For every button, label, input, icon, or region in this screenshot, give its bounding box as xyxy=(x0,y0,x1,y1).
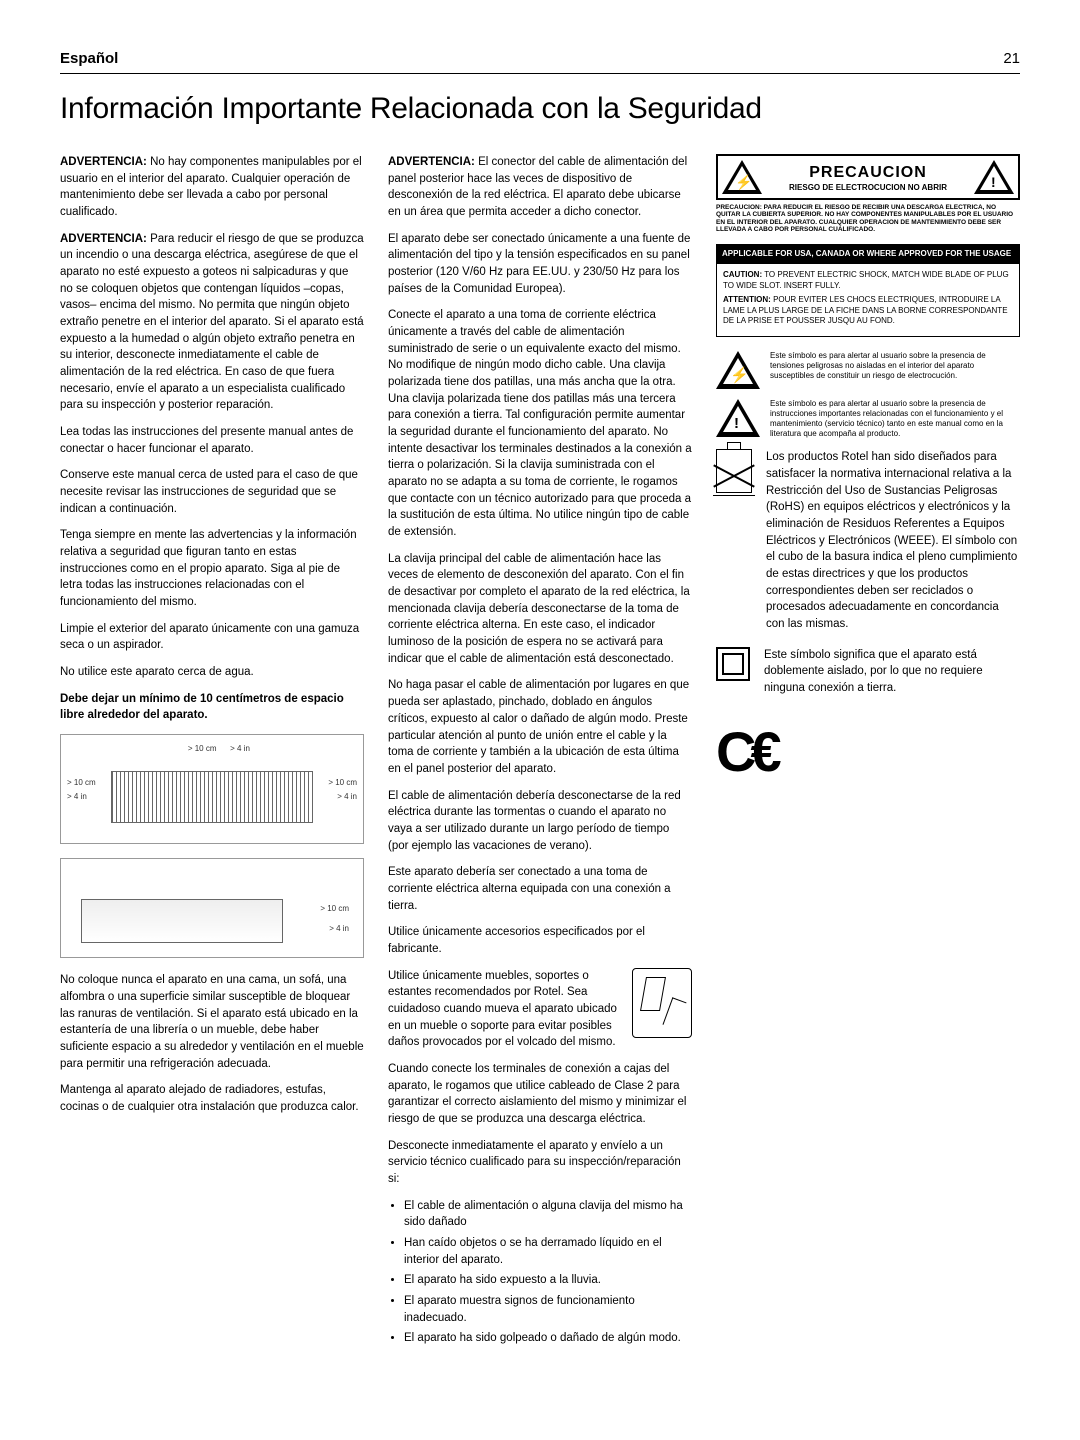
precaution-box: ⚡ PRECAUCION RIESGO DE ELECTROCUCION NO … xyxy=(716,154,1020,200)
weee-bin-icon xyxy=(716,449,752,493)
c2-p9: Utilice únicamente muebles, soportes o e… xyxy=(388,968,692,1051)
c2-p8: Utilice únicamente accesorios especifica… xyxy=(388,924,692,957)
ce-mark-icon: C€ xyxy=(716,711,1020,792)
column-1: ADVERTENCIA: No hay componentes manipula… xyxy=(60,154,364,1357)
exclaim-triangle-icon: ! xyxy=(974,160,1014,194)
c2-p2: El aparato debe ser conectado únicamente… xyxy=(388,231,692,298)
cart-tip-icon xyxy=(632,968,692,1038)
symbol-row-bolt: ⚡ Este símbolo es para alertar al usuari… xyxy=(716,351,1020,389)
c2-p6: El cable de alimentación debería descone… xyxy=(388,788,692,855)
c1-p10: Mantenga al aparato alejado de radiadore… xyxy=(60,1082,364,1115)
region-black-box: APPLICABLE FOR USA, CANADA OR WHERE APPR… xyxy=(716,244,1020,264)
plug-instruction-box: CAUTION: TO PREVENT ELECTRIC SHOCK, MATC… xyxy=(716,263,1020,337)
content-columns: ADVERTENCIA: No hay componentes manipula… xyxy=(60,154,1020,1357)
c2-p3: Conecte el aparato a una toma de corrien… xyxy=(388,307,692,540)
precaution-title: PRECAUCION xyxy=(768,161,968,184)
symbol-exclaim-text: Este símbolo es para alertar al usuario … xyxy=(770,399,1020,439)
list-item: Han caído objetos o se ha derramado líqu… xyxy=(404,1235,692,1268)
c1-p1: ADVERTENCIA: No hay componentes manipula… xyxy=(60,154,364,221)
bolt-triangle-icon: ⚡ xyxy=(722,160,762,194)
weee-text: Los productos Rotel han sido diseñados p… xyxy=(766,449,1020,632)
page-number: 21 xyxy=(1003,50,1020,67)
exclaim-triangle-icon: ! xyxy=(716,399,760,437)
c1-p3: Lea todas las instrucciones del presente… xyxy=(60,424,364,457)
c2-p7: Este aparato debería ser conectado a una… xyxy=(388,864,692,914)
clearance-diagram-side: > 10 cm > 4 in xyxy=(60,858,364,958)
symbol-bolt-text: Este símbolo es para alertar al usuario … xyxy=(770,351,1020,381)
double-insulation-text: Este símbolo significa que el aparato es… xyxy=(764,647,1020,697)
c1-p2: ADVERTENCIA: Para reducir el riesgo de q… xyxy=(60,231,364,414)
c2-p11: Desconecte inmediatamente el aparato y e… xyxy=(388,1138,692,1188)
top-bar: Español 21 xyxy=(60,50,1020,74)
list-item: El aparato muestra signos de funcionamie… xyxy=(404,1293,692,1326)
list-item: El cable de alimentación o alguna clavij… xyxy=(404,1198,692,1231)
precaution-subtitle: RIESGO DE ELECTROCUCION NO ABRIR xyxy=(768,184,968,193)
c1-p4: Conserve este manual cerca de usted para… xyxy=(60,467,364,517)
weee-row: Los productos Rotel han sido diseñados p… xyxy=(716,449,1020,632)
c1-p6: Limpie el exterior del aparato únicament… xyxy=(60,621,364,654)
symbol-row-exclaim: ! Este símbolo es para alertar al usuari… xyxy=(716,399,1020,439)
c1-p5: Tenga siempre en mente las advertencias … xyxy=(60,527,364,610)
language-label: Español xyxy=(60,50,118,67)
list-item: El aparato ha sido expuesto a la lluvia. xyxy=(404,1272,692,1289)
c1-p8: Debe dejar un mínimo de 10 centímetros d… xyxy=(60,691,364,724)
double-insulation-row: Este símbolo significa que el aparato es… xyxy=(716,647,1020,697)
c1-p9: No coloque nunca el aparato en una cama,… xyxy=(60,972,364,1072)
column-3: ⚡ PRECAUCION RIESGO DE ELECTROCUCION NO … xyxy=(716,154,1020,1357)
c2-p1: ADVERTENCIA: El conector del cable de al… xyxy=(388,154,692,221)
clearance-diagram-top: > 10 cm > 4 in > 10 cm > 4 in > 10 cm > … xyxy=(60,734,364,844)
list-item: El aparato ha sido golpeado o dañado de … xyxy=(404,1330,692,1347)
precaution-fineprint: PRECAUCION: PARA REDUCIR EL RIESGO DE RE… xyxy=(716,204,1020,234)
double-insulation-icon xyxy=(716,647,750,681)
bolt-triangle-icon: ⚡ xyxy=(716,351,760,389)
c2-p5: No haga pasar el cable de alimentación p… xyxy=(388,677,692,777)
page-title: Información Importante Relacionada con l… xyxy=(60,92,1020,126)
c1-p7: No utilice este aparato cerca de agua. xyxy=(60,664,364,681)
column-2: ADVERTENCIA: El conector del cable de al… xyxy=(388,154,692,1357)
c2-p10: Cuando conecte los terminales de conexió… xyxy=(388,1061,692,1128)
c2-p4: La clavija principal del cable de alimen… xyxy=(388,551,692,668)
c2-list: El cable de alimentación o alguna clavij… xyxy=(404,1198,692,1347)
